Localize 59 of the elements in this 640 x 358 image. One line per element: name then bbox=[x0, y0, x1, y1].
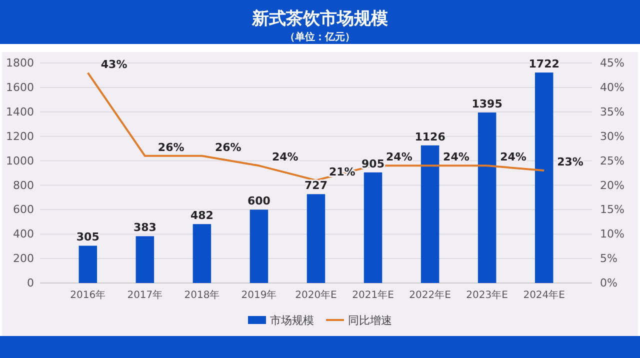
line-series bbox=[86, 72, 546, 182]
y2-tick-label: 25% bbox=[600, 154, 624, 168]
x-tick-label: 2019年 bbox=[241, 289, 277, 302]
data-label: 26% bbox=[214, 140, 242, 154]
x-tick-label: 2016年 bbox=[70, 289, 106, 302]
x-tick-label: 2024年E bbox=[523, 289, 565, 302]
bar bbox=[78, 246, 98, 283]
data-label: 727 bbox=[304, 179, 328, 192]
data-label: 24% bbox=[443, 150, 470, 164]
bar bbox=[306, 194, 326, 283]
x-tick-label: 2021年E bbox=[352, 289, 394, 302]
y2-tick-label: 45% bbox=[600, 56, 624, 70]
y-tick-label: 1600 bbox=[6, 80, 34, 94]
y-tick-label: 400 bbox=[13, 228, 34, 241]
bar bbox=[478, 112, 496, 283]
legend-label: 同比增速 bbox=[348, 314, 392, 327]
y-tick-label: 1800 bbox=[6, 56, 34, 70]
y-tick-label: 200 bbox=[13, 252, 34, 266]
data-label: 24% bbox=[272, 150, 298, 164]
bar bbox=[534, 72, 554, 283]
data-label: 600 bbox=[247, 194, 271, 208]
y2-tick-label: 0% bbox=[600, 276, 618, 290]
data-label: 383 bbox=[133, 221, 156, 234]
y-tick-label: 800 bbox=[13, 178, 34, 192]
data-label: 24% bbox=[386, 150, 412, 164]
bar bbox=[420, 145, 440, 283]
legend-label: 市场规模 bbox=[270, 314, 314, 327]
data-label: 24% bbox=[500, 150, 526, 164]
bar bbox=[364, 172, 382, 283]
chart-subtitle: （单位：亿元） bbox=[285, 31, 355, 43]
data-label: 305 bbox=[76, 230, 100, 244]
x-tick-label: 2017年 bbox=[127, 289, 163, 302]
data-label: 1126 bbox=[414, 130, 446, 144]
data-label: 482 bbox=[190, 209, 214, 222]
y-tick-label: 0 bbox=[27, 276, 34, 290]
x-tick-label: 2023年E bbox=[466, 289, 508, 302]
data-label: 1722 bbox=[528, 58, 560, 71]
x-tick-label: 2020年E bbox=[295, 289, 337, 302]
data-label: 1395 bbox=[472, 98, 502, 110]
chart-title: 新式茶饮市场规模 bbox=[251, 9, 388, 29]
y2-tick-label: 20% bbox=[600, 178, 624, 192]
y-tick-label: 1000 bbox=[6, 154, 34, 168]
y2-tick-label: 40% bbox=[600, 80, 624, 94]
x-tick-label: 2022年E bbox=[409, 289, 451, 302]
y2-tick-label: 5% bbox=[600, 252, 618, 266]
x-tick-label: 2018年 bbox=[184, 289, 220, 302]
y-tick-label: 600 bbox=[13, 203, 34, 216]
bar bbox=[250, 210, 268, 283]
data-label: 23% bbox=[557, 156, 584, 169]
y2-tick-label: 35% bbox=[600, 105, 624, 118]
y2-tick-label: 10% bbox=[600, 228, 624, 241]
bar bbox=[192, 224, 212, 283]
data-label: 26% bbox=[158, 140, 184, 154]
y-tick-label: 1200 bbox=[6, 130, 34, 143]
y2-tick-label: 30% bbox=[600, 130, 624, 143]
y2-tick-label: 15% bbox=[600, 203, 624, 216]
bar bbox=[136, 236, 154, 283]
y-tick-label: 1400 bbox=[6, 105, 34, 118]
data-label: 43% bbox=[100, 58, 128, 71]
